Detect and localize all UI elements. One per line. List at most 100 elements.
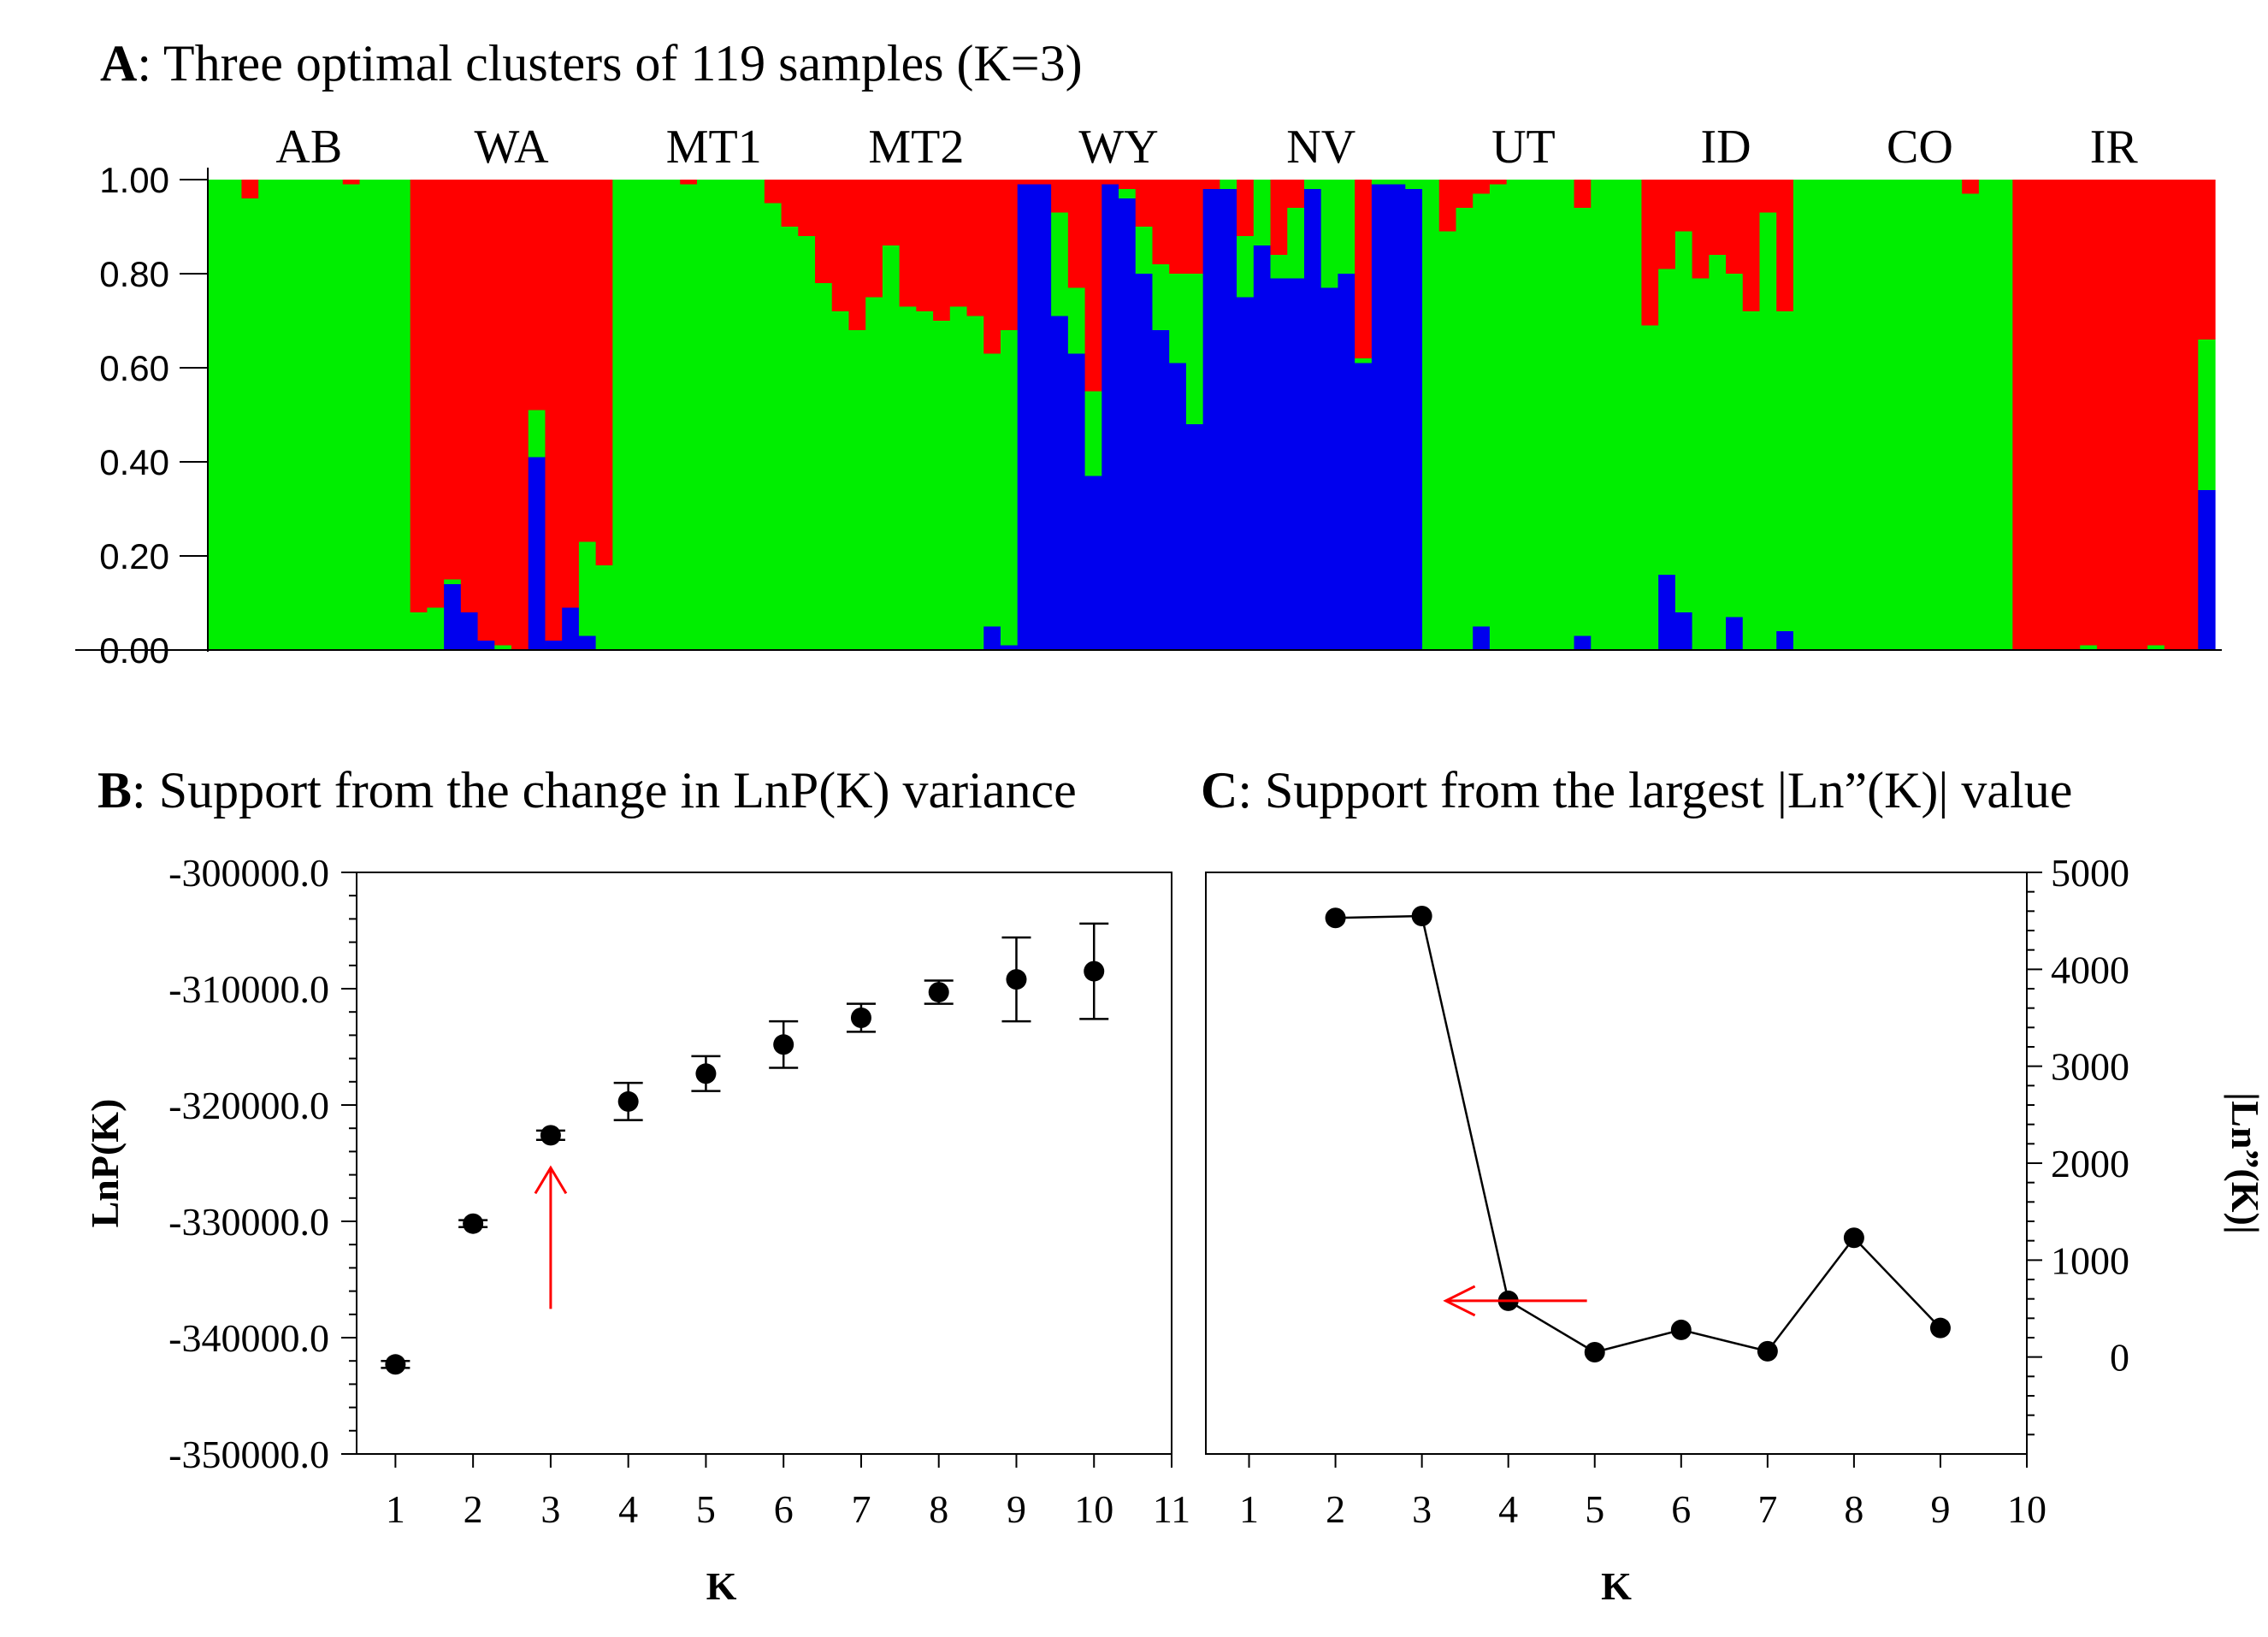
b-x-tick-label: 2	[464, 1487, 483, 1531]
sample-116-green-bar	[2147, 645, 2165, 650]
sample-50-red-bar	[1034, 180, 1052, 185]
c-plot-frame	[1205, 872, 2028, 1455]
sample-75-green-bar	[1456, 208, 1474, 650]
sample-53-red-bar	[1084, 180, 1102, 392]
population-label-wa: WA	[474, 121, 549, 174]
b-y-tick-label: -310000.0	[168, 967, 329, 1011]
sample-41-green-bar	[882, 245, 901, 650]
sample-21-blue-bar	[545, 641, 563, 650]
sample-37-green-bar	[815, 283, 833, 650]
b-point-k8	[928, 982, 949, 1003]
c-y-tick-label: 4000	[2051, 948, 2129, 991]
sample-68-green-bar	[1338, 180, 1355, 274]
sample-97-green-bar	[1827, 180, 1845, 650]
sample-17-red-bar	[477, 180, 495, 641]
sample-92-red-bar	[1742, 180, 1761, 311]
c-y-tick-label: 0	[2110, 1336, 2129, 1380]
sample-80-green-bar	[1540, 180, 1558, 650]
sample-102-green-bar	[1911, 180, 1929, 650]
sample-45-red-bar	[949, 180, 968, 307]
sample-48-red-bar	[1000, 180, 1019, 330]
sample-19-red-bar	[511, 180, 529, 650]
sample-56-green-bar	[1135, 227, 1154, 274]
c-x-tick-label: 8	[1844, 1487, 1863, 1531]
lnp-scatter-chart: -300000.0 -310000.0 -320000.0 -330000.0 -340…	[83, 851, 1190, 1608]
sample-54-red-bar	[1102, 180, 1119, 185]
b-red-arrow-head	[534, 1165, 568, 1195]
sample-27-green-bar	[646, 180, 664, 650]
b-x-tick-label: 3	[540, 1487, 560, 1531]
sample-3-green-bar	[241, 198, 259, 650]
sample-15-blue-bar	[444, 584, 462, 650]
c-x-tick-label: 6	[1671, 1487, 1691, 1531]
c-x-tick-label: 2	[1326, 1487, 1345, 1531]
b-x-tick-label: 8	[929, 1487, 948, 1531]
sample-24-red-bar	[595, 180, 613, 565]
b-x-tick-label: 5	[696, 1487, 716, 1531]
sample-49-red-bar	[1017, 180, 1036, 185]
sample-9-red-bar	[342, 180, 361, 185]
sample-29-green-bar	[680, 184, 698, 650]
panel-a-letter: A	[100, 35, 138, 92]
sample-91-red-bar	[1726, 180, 1744, 274]
sample-34-red-bar	[764, 180, 783, 204]
sample-89-green-bar	[1692, 278, 1710, 650]
sample-22-red-bar	[562, 180, 580, 608]
b-plot-frame	[356, 872, 1172, 1455]
sample-90-green-bar	[1709, 255, 1727, 650]
c-x-tick-label: 3	[1412, 1487, 1432, 1531]
sample-119-blue-bar	[2198, 490, 2216, 650]
sample-40-red-bar	[865, 180, 883, 298]
sample-61-green-bar	[1220, 180, 1237, 189]
sample-63-blue-bar	[1253, 245, 1272, 650]
population-label-mt1: MT1	[666, 121, 762, 174]
c-point-k2	[1325, 907, 1346, 929]
sample-94-blue-bar	[1776, 631, 1794, 650]
sample-35-red-bar	[781, 180, 799, 227]
sample-108-red-bar	[2012, 180, 2030, 650]
sample-69-green-bar	[1355, 358, 1373, 363]
sample-13-red-bar	[410, 180, 428, 612]
population-label-ut: UT	[1491, 121, 1556, 174]
sample-109-red-bar	[2029, 180, 2047, 650]
b-point-k2	[463, 1213, 484, 1234]
sample-61-blue-bar	[1220, 189, 1237, 650]
sample-39-green-bar	[848, 330, 866, 650]
sample-17-blue-bar	[477, 641, 495, 650]
sample-37-red-bar	[815, 180, 833, 283]
sample-20-red-bar	[528, 180, 546, 411]
sample-55-green-bar	[1119, 189, 1137, 198]
sample-2-green-bar	[224, 180, 243, 650]
sample-43-red-bar	[916, 180, 934, 311]
sample-91-blue-bar	[1726, 617, 1744, 650]
sample-55-blue-bar	[1119, 198, 1137, 650]
sample-41-red-bar	[882, 180, 901, 245]
sample-18-red-bar	[494, 180, 512, 646]
population-label-ab: AB	[275, 121, 342, 174]
c-red-arrow-head	[1443, 1285, 1476, 1317]
sample-14-green-bar	[427, 607, 445, 650]
sample-56-red-bar	[1135, 180, 1154, 227]
sample-112-green-bar	[2080, 645, 2098, 650]
sample-89-red-bar	[1692, 180, 1710, 279]
structure-bar-chart: 1.00 0.80 0.60 0.40 0.20 0.00 AB WA MT1 MT2 WY NV UT…	[75, 121, 2222, 671]
sample-115-red-bar	[2130, 180, 2148, 650]
sample-88-red-bar	[1674, 180, 1693, 232]
sample-44-red-bar	[933, 180, 951, 321]
c-x-tick-label: 7	[1757, 1487, 1777, 1531]
sample-65-green-bar	[1287, 208, 1305, 279]
sample-74-red-bar	[1438, 180, 1457, 232]
sample-76-green-bar	[1473, 193, 1491, 627]
c-point-k3	[1411, 906, 1432, 926]
sample-114-red-bar	[2113, 180, 2131, 650]
sample-12-green-bar	[393, 180, 411, 650]
c-point-k8	[1843, 1227, 1864, 1249]
sample-52-blue-bar	[1067, 353, 1086, 650]
panel-c-letter: C	[1201, 762, 1238, 818]
sample-51-red-bar	[1051, 180, 1069, 213]
sample-71-blue-bar	[1388, 184, 1406, 650]
c-x-tick-label: 9	[1930, 1487, 1950, 1531]
sample-67-green-bar	[1320, 180, 1339, 288]
sample-87-green-bar	[1658, 269, 1676, 575]
sample-57-red-bar	[1152, 180, 1170, 264]
